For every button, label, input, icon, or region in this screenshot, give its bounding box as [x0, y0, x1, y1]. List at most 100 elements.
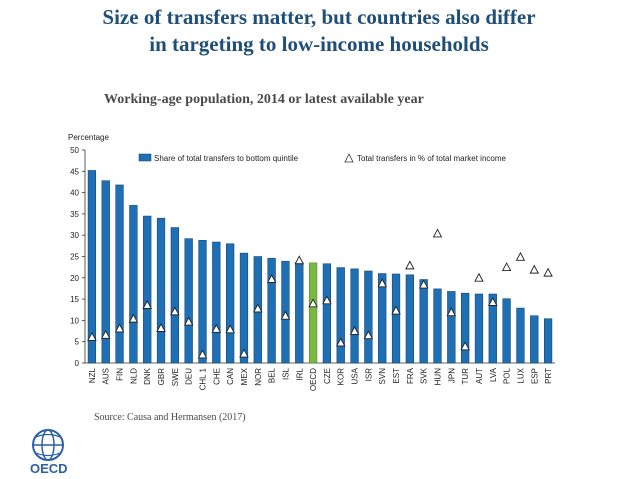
x-tick-label: NOR — [254, 368, 263, 386]
marker-deu — [183, 316, 194, 326]
bar-irl — [295, 262, 304, 364]
y-tick-label: 0 — [75, 359, 80, 368]
marker-fin — [114, 323, 125, 333]
marker-swe — [170, 306, 180, 316]
marker-fra — [405, 260, 415, 270]
marker-esp — [529, 264, 540, 274]
marker-svk — [418, 279, 429, 289]
bar-bel — [267, 257, 276, 364]
x-tick-label: TUR — [461, 368, 470, 385]
x-tick-label: EST — [392, 368, 401, 384]
x-tick-label: DNK — [143, 367, 152, 385]
marker-tur — [460, 341, 470, 351]
marker-nld — [128, 313, 139, 323]
slide-title-line-1: Size of transfers matter, but countries … — [102, 5, 536, 29]
slide-title: Size of transfers matter, but countries … — [0, 4, 638, 58]
bar-fra — [405, 274, 414, 364]
bar-isr — [364, 270, 373, 364]
y-tick-label: 35 — [70, 210, 79, 219]
bar-est — [391, 273, 401, 364]
legend-bar-label: Share of total transfers to bottom quint… — [154, 154, 299, 163]
marker-gbr — [156, 323, 166, 332]
bars — [87, 170, 553, 364]
x-tick-label: AUT — [475, 368, 484, 384]
x-tick-label: NZL — [88, 367, 97, 383]
x-tick-label: POL — [503, 367, 512, 384]
x-tick-label: ISL — [281, 367, 290, 380]
x-tick-label: JPN — [447, 368, 456, 383]
y-axis-label: Percentage — [68, 133, 109, 142]
x-tick-label: AUS — [102, 368, 111, 384]
y-tick-label: 40 — [70, 189, 79, 198]
bar-fin — [115, 184, 124, 364]
oecd-globe-icon — [32, 429, 64, 461]
marker-isl — [280, 310, 291, 320]
bar-che — [212, 241, 221, 364]
bar-deu — [184, 238, 193, 364]
x-tick-label: ISR — [364, 368, 373, 382]
bar-usa — [350, 268, 359, 364]
marker-nor — [253, 303, 263, 313]
x-tick-label: NLD — [129, 368, 138, 384]
bar-lva — [488, 293, 497, 364]
oecd-logo-text: OECD — [30, 461, 68, 475]
x-tick-label: DEU — [185, 368, 194, 385]
y-tick-label: 15 — [70, 295, 79, 304]
y-tick-label: 5 — [75, 338, 80, 347]
marker-usa — [349, 326, 360, 335]
bar-tur — [461, 292, 470, 364]
marker-prt — [543, 267, 553, 277]
x-tick-label: GBR — [157, 368, 166, 386]
marker-cze — [322, 295, 332, 305]
x-tick-label: SVN — [378, 368, 387, 385]
x-tick-label: PRT — [544, 368, 553, 384]
bar-svk — [419, 279, 428, 364]
legend: Share of total transfers to bottom quint… — [138, 153, 507, 163]
marker-chl-1 — [197, 349, 208, 359]
x-tick-label: CHE — [212, 368, 221, 385]
y-tick-label: 20 — [70, 274, 79, 283]
marker-bel — [266, 274, 277, 283]
x-tick-label: SWE — [171, 368, 180, 386]
marker-dnk — [142, 300, 152, 309]
x-tick-label: ESP — [530, 368, 539, 384]
bar-can — [226, 243, 235, 364]
marker-est — [391, 305, 401, 315]
x-tick-label: LUX — [516, 367, 525, 383]
chart-subtitle: Working-age population, 2014 or latest a… — [104, 92, 424, 107]
marker-aut — [474, 272, 484, 282]
y-tick-label: 10 — [70, 316, 79, 325]
marker-svn — [377, 278, 387, 288]
x-tick-label: FRA — [406, 367, 415, 384]
y-tick-label: 45 — [70, 167, 79, 176]
x-tick-label: BEL — [268, 367, 277, 383]
x-axis-labels: NZL AUS FIN NLD DNK GBR SWE DEU CHL 1 CHE CAN MEX NO… — [88, 367, 553, 391]
marker-che — [211, 323, 222, 333]
bar-lux — [516, 307, 525, 364]
marker-jpn — [446, 307, 457, 317]
marker-isr — [363, 330, 374, 340]
bar-gbr — [156, 217, 166, 364]
bar-hun — [433, 288, 442, 364]
x-tick-label: CZE — [323, 368, 332, 384]
bar-oecd — [308, 262, 318, 364]
marker-irl — [294, 255, 305, 265]
x-tick-label: MEX — [240, 367, 249, 385]
x-tick-label: IRL — [295, 367, 304, 380]
bar-dnk — [143, 215, 152, 364]
bar-mex — [239, 252, 249, 364]
chart: Percentage 0 5 10 15 20 25 30 35 40 45 50 NZL AUS FI… — [68, 133, 555, 391]
marker-hun — [432, 228, 443, 238]
marker-lva — [488, 297, 498, 306]
oecd-logo: OECD — [30, 429, 68, 475]
marker-oecd — [308, 298, 318, 308]
y-tick-label: 30 — [70, 231, 79, 240]
legend-marker-label: Total transfers in % of total market inc… — [357, 154, 507, 163]
slide-title-line-2: in targeting to low-income households — [149, 32, 489, 56]
x-tick-label: LVA — [489, 367, 498, 382]
x-tick-label: SVK — [420, 367, 429, 384]
x-tick-label: KOR — [337, 368, 346, 386]
markers — [87, 228, 553, 359]
x-tick-label: CHL 1 — [199, 367, 208, 390]
bar-aus — [101, 180, 110, 364]
